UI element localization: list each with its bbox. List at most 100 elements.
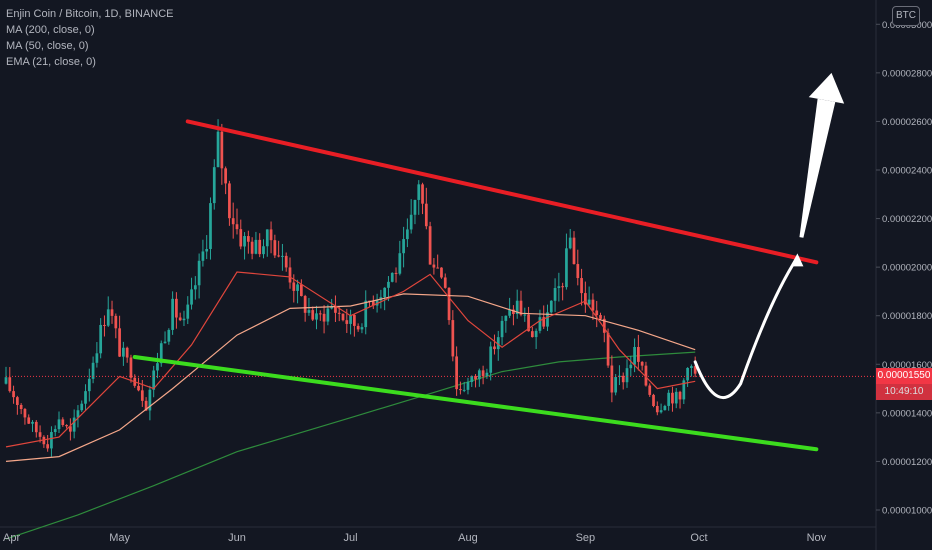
candle-body (519, 300, 523, 315)
candle-body (409, 214, 413, 230)
ma50-layer (5, 293, 696, 462)
candle-body (299, 284, 303, 297)
candle-body (38, 432, 42, 437)
candle-body (538, 317, 542, 331)
ma50-legend[interactable]: MA (50, close, 0) (6, 40, 89, 52)
candle-body (80, 403, 84, 411)
candle-body (637, 346, 640, 362)
candle-body (390, 272, 394, 282)
candle-body (152, 370, 156, 390)
candle-body (34, 421, 38, 433)
candle-body (110, 309, 114, 316)
candle-body (220, 131, 224, 169)
candle-body (512, 309, 515, 314)
candle-body (561, 286, 565, 288)
candle-body (549, 300, 553, 313)
candle-body (167, 329, 171, 342)
candle-body (27, 417, 31, 424)
candle-body (652, 394, 655, 406)
candle-body (485, 372, 489, 377)
candle-body (50, 432, 53, 449)
candle-body (137, 385, 140, 391)
candle-body (356, 325, 360, 330)
candle-body (546, 312, 549, 327)
candle-body (277, 255, 281, 257)
candle-body (72, 417, 76, 432)
candle-body (337, 312, 341, 314)
resistance-trendline[interactable] (185, 119, 819, 265)
candle-body (387, 281, 390, 288)
time-tick-label: Jun (228, 532, 246, 544)
time-tick-label: Aug (458, 532, 478, 544)
candle-body (125, 347, 129, 358)
candle-body (303, 296, 307, 313)
candle-body (182, 318, 186, 321)
price-tick-label: 0.00001000 (882, 506, 932, 517)
candle-body (148, 389, 152, 411)
candle-body (440, 267, 443, 278)
candle-body (103, 324, 106, 326)
candle-body (508, 309, 511, 316)
candle-body (451, 320, 455, 357)
candle-body (129, 357, 133, 378)
candle-body (156, 363, 159, 371)
time-tick-label: Jul (344, 532, 358, 544)
candle-body (580, 278, 583, 294)
price-tick-label: 0.00002600 (882, 117, 932, 128)
candle-body (360, 327, 364, 330)
candle-body (91, 362, 95, 379)
candle-body (4, 377, 8, 384)
candle-body (557, 286, 561, 289)
candle-body (228, 183, 231, 219)
candle-body (693, 366, 697, 374)
time-tick-label: Oct (690, 532, 707, 544)
candle-body (144, 400, 148, 411)
candle-body (69, 426, 72, 432)
candle-body (212, 167, 216, 204)
support-trendline[interactable] (132, 355, 819, 452)
candle-body (190, 289, 193, 305)
price-tick-label: 0.00001600 (882, 360, 932, 371)
candle-body (500, 320, 504, 338)
candle-body (46, 444, 50, 449)
candle-body (599, 315, 602, 319)
candle-body (209, 203, 212, 249)
candle-body (655, 405, 659, 413)
candle-body (239, 229, 243, 247)
candle-body (19, 404, 23, 410)
candle-body (455, 356, 458, 390)
projection-curve (693, 255, 799, 400)
candle-body (682, 380, 686, 400)
candle-body (629, 364, 633, 369)
price-tick-label: 0.00002200 (882, 214, 932, 225)
candle-body (345, 320, 349, 324)
candle-body (402, 239, 405, 254)
candle-body (644, 365, 648, 386)
currency-badge[interactable]: BTC (892, 6, 920, 26)
candle-body (122, 347, 125, 357)
candle-body (178, 317, 182, 321)
candle-body (171, 298, 174, 330)
candle-body (432, 264, 436, 268)
candle-body (95, 353, 99, 363)
candle-body (489, 346, 493, 373)
candle-body (193, 285, 197, 290)
candle-body (591, 299, 595, 311)
ma200-legend[interactable]: MA (200, close, 0) (6, 24, 95, 36)
candle-body (318, 313, 322, 315)
candle-body (424, 203, 428, 227)
candle-body (281, 255, 284, 257)
symbol-title[interactable]: Enjin Coin / Bitcoin, 1D, BINANCE (6, 8, 174, 20)
candle-body (284, 255, 288, 268)
candle-body (269, 229, 273, 241)
candle-body (493, 346, 496, 350)
candle-body (364, 300, 368, 328)
candle-body (87, 378, 91, 392)
candle-body (572, 237, 576, 265)
ema21-legend[interactable]: EMA (21, close, 0) (6, 56, 96, 68)
time-axis[interactable]: Apr May Jun Jul Aug Sep Oct Nov (3, 532, 827, 544)
candle-body (8, 377, 12, 392)
candle-body (84, 391, 87, 404)
